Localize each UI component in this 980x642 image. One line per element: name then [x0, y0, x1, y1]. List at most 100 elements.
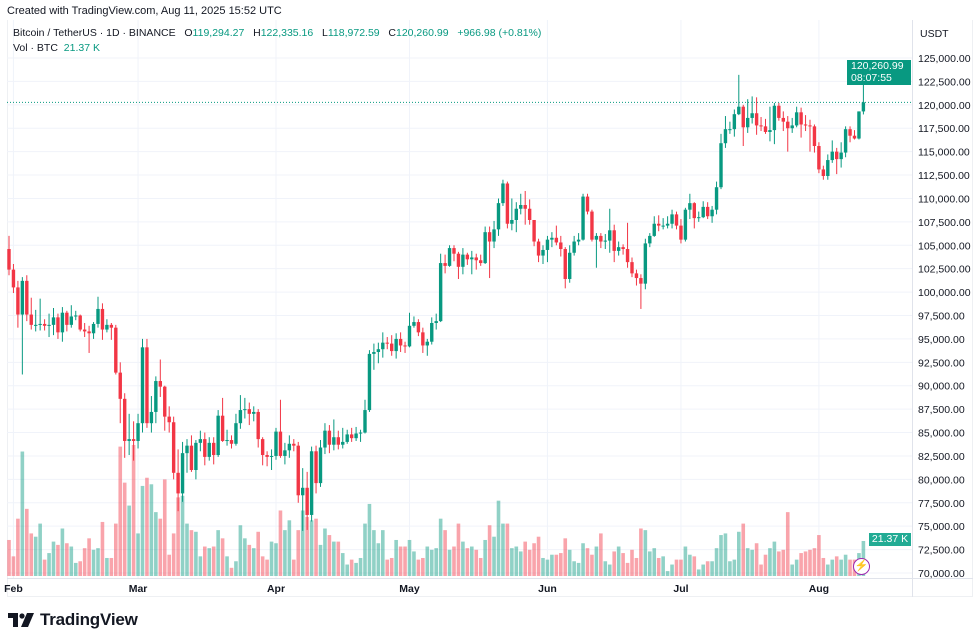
time-axis[interactable]: Feb Mar Apr May Jun Jul Aug: [4, 583, 829, 595]
volume-bar: [607, 564, 612, 576]
candle: [590, 209, 594, 242]
candle-body: [167, 416, 171, 423]
candle-body: [87, 331, 91, 334]
volume-bar: [176, 497, 180, 576]
candle-body: [247, 409, 251, 414]
candle: [679, 219, 683, 244]
candle: [198, 430, 203, 452]
candle-body: [657, 223, 661, 226]
candle-body: [131, 439, 136, 441]
candle-body: [817, 146, 821, 170]
y-tick-label: 105,000.00: [918, 240, 971, 252]
volume-bar: [118, 446, 123, 576]
candle: [318, 440, 323, 487]
volume-bar: [256, 531, 260, 576]
candle-body: [229, 440, 234, 444]
candle: [51, 308, 56, 336]
candle: [16, 280, 20, 328]
candle-body: [60, 312, 65, 333]
symbol-name[interactable]: Bitcoin / TetherUS · 1D · BINANCE: [13, 27, 176, 39]
volume-bar: [398, 546, 403, 576]
volume-bar: [532, 543, 536, 576]
candle-body: [398, 338, 403, 346]
candle: [385, 337, 389, 350]
volume-bar: [447, 549, 452, 576]
volume-bar: [189, 530, 194, 576]
lightning-icon[interactable]: ⚡: [853, 558, 870, 575]
candle-body: [140, 347, 145, 424]
volume-bar: [51, 541, 56, 576]
low-value: 118,972.59: [327, 27, 380, 39]
price-axis[interactable]: 125,000.00 122,500.00 120,000.00 117,500.00…: [918, 53, 971, 580]
volume-bar: [478, 557, 483, 576]
candle-body: [225, 440, 229, 442]
volume-bar: [96, 548, 100, 576]
volume-bar: [349, 559, 354, 576]
volume-bar: [265, 559, 269, 576]
candle-body: [11, 269, 16, 288]
volume-bar: [474, 549, 479, 576]
candle-body: [585, 196, 590, 212]
volume-bar: [136, 533, 140, 576]
volume-bar: [572, 561, 576, 576]
candle: [781, 111, 785, 132]
candle-body: [759, 125, 763, 127]
candle-body: [679, 225, 683, 240]
candle: [608, 208, 612, 253]
volume-bar: [772, 541, 777, 576]
volume-bar: [550, 554, 554, 576]
candle-body: [594, 235, 599, 240]
candle-body: [118, 372, 122, 399]
volume-bar: [171, 533, 176, 576]
candle-body: [616, 247, 621, 251]
candle: [163, 385, 167, 431]
candle: [56, 313, 60, 339]
volume-bar: [332, 541, 336, 576]
volume-bar: [345, 564, 349, 576]
volume-bar: [492, 536, 496, 576]
candle: [768, 106, 772, 142]
volume-axis-label: 21.37 K: [869, 533, 911, 546]
candle-body: [590, 211, 594, 240]
y-tick-label: 87,500.00: [918, 404, 965, 416]
candle: [20, 277, 25, 375]
volume-label[interactable]: Vol · BTC: [13, 42, 58, 54]
candle-body: [483, 232, 487, 264]
volume-bar: [781, 549, 786, 576]
candle-body: [639, 278, 643, 284]
volume-bar: [803, 551, 808, 576]
candle-body: [648, 235, 652, 244]
candle: [487, 226, 492, 279]
candle: [403, 341, 407, 353]
volume-bar: [843, 554, 848, 576]
volume-bar: [483, 539, 487, 576]
currency-label[interactable]: USDT: [920, 28, 949, 40]
volume-bar: [381, 530, 385, 576]
volume-bar: [220, 538, 225, 576]
candle-body: [56, 317, 60, 333]
candle-body: [754, 113, 759, 126]
tradingview-logo-icon: [8, 613, 34, 627]
volume-bar: [821, 557, 826, 576]
candle: [536, 238, 541, 263]
candle-body: [465, 254, 470, 260]
volume-bar: [60, 528, 65, 576]
candle: [118, 362, 122, 424]
candle-body: [857, 111, 861, 139]
candle: [705, 202, 710, 220]
candle-body: [69, 316, 73, 325]
candle-body: [42, 323, 47, 326]
candle: [830, 140, 834, 163]
candle: [212, 437, 216, 465]
y-tick-label: 70,000.00: [918, 568, 965, 580]
candle: [790, 117, 794, 133]
candle: [523, 190, 527, 225]
candle-body: [670, 214, 674, 224]
candle-body: [212, 442, 216, 456]
volume-bar: [567, 549, 572, 576]
candle-body: [256, 411, 260, 440]
candle-body: [114, 327, 118, 373]
candle-body: [194, 442, 198, 470]
candle: [87, 325, 91, 353]
